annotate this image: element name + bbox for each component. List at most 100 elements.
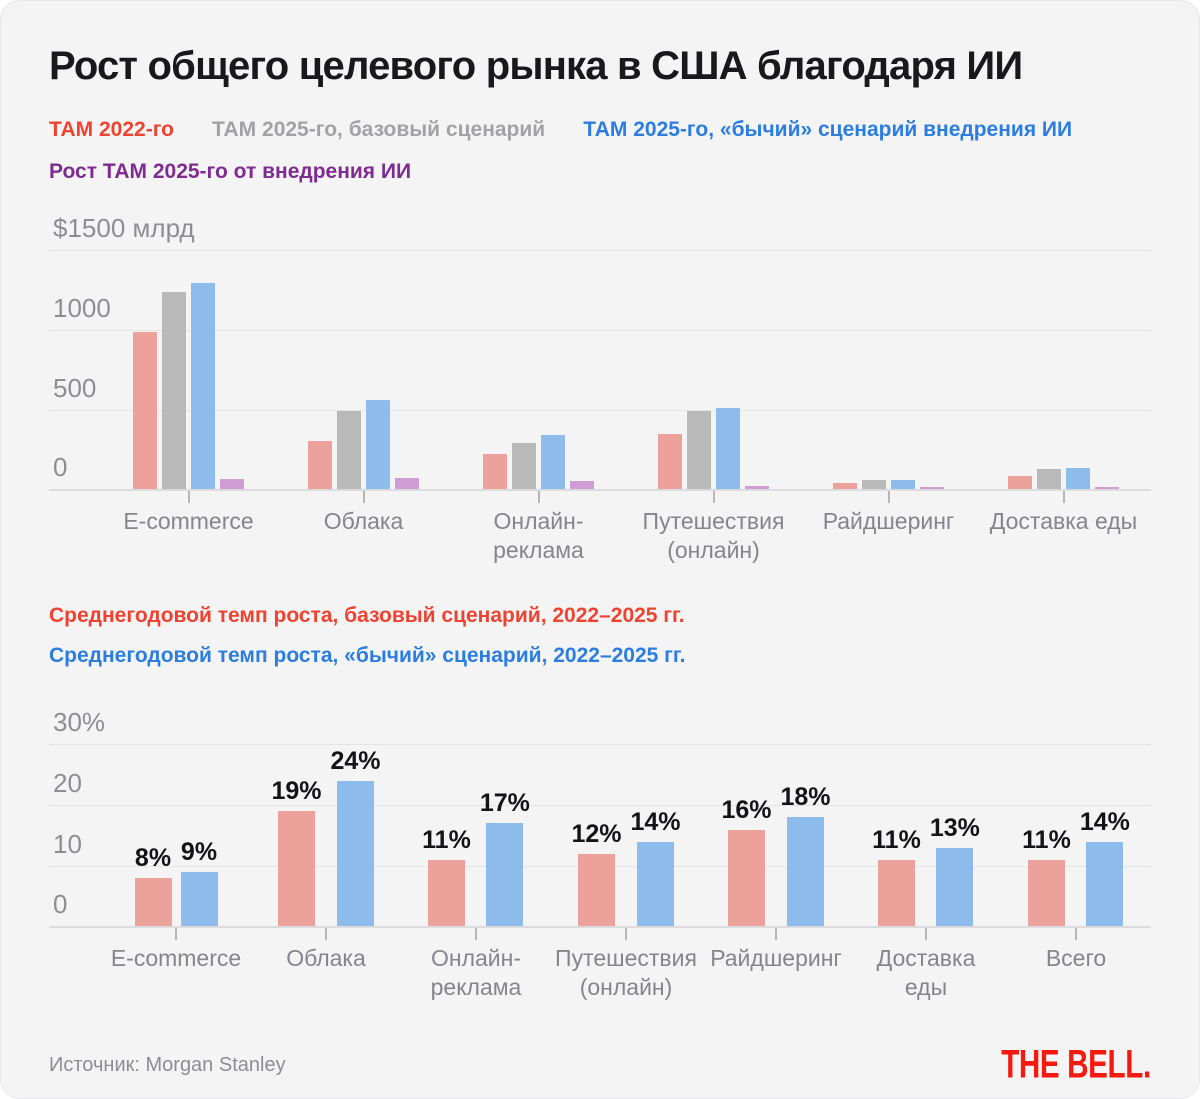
category-label-line: Всего [1045, 945, 1107, 971]
y-axis-label: 10 [53, 828, 82, 859]
category-label: Путешествия (онлайн) [626, 507, 801, 565]
chart1-legend: ТАМ 2022-го ТАМ 2025-го, базовый сценарий… [49, 117, 1151, 185]
page-title: Рост общего целевого рынка в США благода… [49, 44, 1023, 88]
value-label: 17% [479, 789, 530, 818]
bar [936, 847, 974, 926]
bar-group [976, 251, 1151, 503]
bar-with-label: 17% [480, 790, 530, 926]
bar-with-label: 11% [422, 825, 471, 926]
category-label-line: Онлайн- [430, 945, 521, 971]
bar [658, 433, 682, 489]
bar-group: 11% 14% [1001, 745, 1151, 940]
category-label: Всего [1001, 944, 1151, 1002]
bar-group: 11% 17% [401, 745, 551, 940]
source-note: Источник: Morgan Stanley [49, 1054, 286, 1076]
x-axis-tick [887, 491, 890, 503]
y-axis-label: 0 [53, 452, 68, 482]
category-label-line: Райдшеринг [822, 508, 955, 534]
bar [395, 477, 419, 489]
bar [486, 823, 524, 926]
category-label-line: Облака [323, 508, 404, 534]
value-label: 9% [180, 837, 218, 866]
category-label: Облака [251, 944, 401, 1002]
bar-with-label: 18% [781, 784, 831, 926]
bar [337, 781, 375, 926]
y-axis-unit-label: 30% [53, 707, 106, 737]
x-axis-tick [925, 928, 927, 940]
bar-group: 19% 24% [251, 745, 401, 940]
bar-group: 11% 13% [851, 745, 1001, 940]
value-label: 8% [134, 843, 172, 872]
bar [920, 487, 944, 489]
bar-with-label: 16% [721, 796, 772, 926]
bar [133, 331, 157, 489]
category-label-line: Онлайн- [493, 508, 584, 534]
category-label: Онлайн-реклама [401, 944, 551, 1002]
bar [727, 829, 765, 926]
category-label-line: реклама [430, 974, 522, 1000]
category-label-line: Райдшеринг [710, 945, 842, 971]
x-axis-tick [1062, 491, 1065, 503]
grid-line [49, 409, 1151, 411]
bar [570, 481, 594, 489]
category-label-line: E-commerce [123, 508, 254, 534]
bar [541, 435, 565, 489]
legend-item: ТАМ 2025-го, базовый сценарий [212, 118, 546, 141]
bar [637, 841, 675, 926]
category-label: E-commerce [101, 507, 276, 565]
x-axis-tick [712, 491, 715, 503]
bar-group: 16% 18% [701, 745, 851, 940]
x-axis-tick [475, 928, 477, 940]
bar [1008, 475, 1032, 489]
value-label: 11% [872, 825, 921, 854]
bar-with-label: 24% [331, 748, 381, 926]
category-label-line: Путешествия [642, 508, 785, 534]
bar [483, 454, 507, 489]
bar [577, 853, 615, 926]
legend-item: ТАМ 2022-го [49, 118, 175, 141]
bar-with-label: 14% [1080, 808, 1130, 926]
bar [191, 282, 215, 489]
category-labels: E-commerce Облака Онлайн-реклама Путешестви… [49, 507, 1151, 565]
bar [427, 859, 465, 926]
bar [1086, 841, 1124, 926]
bar-with-label: 9% [180, 837, 218, 926]
legend-row: ТАМ 2022-го ТАМ 2025-го, базовый сценарий… [49, 117, 1151, 143]
bar-with-label: 8% [134, 843, 172, 926]
bar [687, 411, 711, 489]
x-axis-tick [1075, 928, 1077, 940]
bar [716, 408, 740, 489]
legend-item: ТАМ 2025-го, «бычий» сценарий внедрения … [583, 118, 1073, 141]
x-axis-tick [325, 928, 327, 940]
category-label-line: Доставка еды [989, 508, 1138, 534]
value-label: 11% [1022, 825, 1071, 854]
y-axis-unit-label: $1500 млрд [53, 213, 195, 243]
bar [308, 441, 332, 489]
chart2-cagr-by-sector: 30% 20 10 0 8% 9% 19% 24% 11% 17% 12% 14% 16% 18% 11% 1… [49, 709, 1151, 1002]
legend-row: Среднегодовой темп роста, «бычий» сценар… [49, 643, 1151, 669]
x-axis-tick [362, 491, 365, 503]
bar-group [801, 251, 976, 503]
category-label-line: (онлайн) [579, 974, 673, 1000]
footer: Источник: Morgan Stanley THE BELL. [49, 1043, 1151, 1087]
plot-area: 1000 500 0 [49, 250, 1151, 503]
y-axis-label: 20 [53, 768, 82, 799]
x-axis-tick [775, 928, 777, 940]
bar [337, 411, 361, 489]
legend-item: Рост ТАМ 2025-го от внедрения ИИ [49, 160, 412, 183]
bar [1066, 468, 1090, 489]
value-label: 11% [422, 825, 471, 854]
bar [862, 480, 886, 489]
x-axis-tick [187, 491, 190, 503]
bars-region: 8% 9% 19% 24% 11% 17% 12% 14% 16% 18% 11% 13% 11% 14% [101, 745, 1151, 940]
category-label: E-commerce [101, 944, 251, 1002]
bar-with-label: 11% [872, 825, 921, 926]
bar [366, 400, 390, 489]
bar-group [451, 251, 626, 503]
the-bell-logo: THE BELL. [1001, 1043, 1151, 1087]
x-axis-tick [625, 928, 627, 940]
bars-region [101, 251, 1151, 503]
bar-group [626, 251, 801, 503]
bar-group [276, 251, 451, 503]
x-axis-tick [537, 491, 540, 503]
